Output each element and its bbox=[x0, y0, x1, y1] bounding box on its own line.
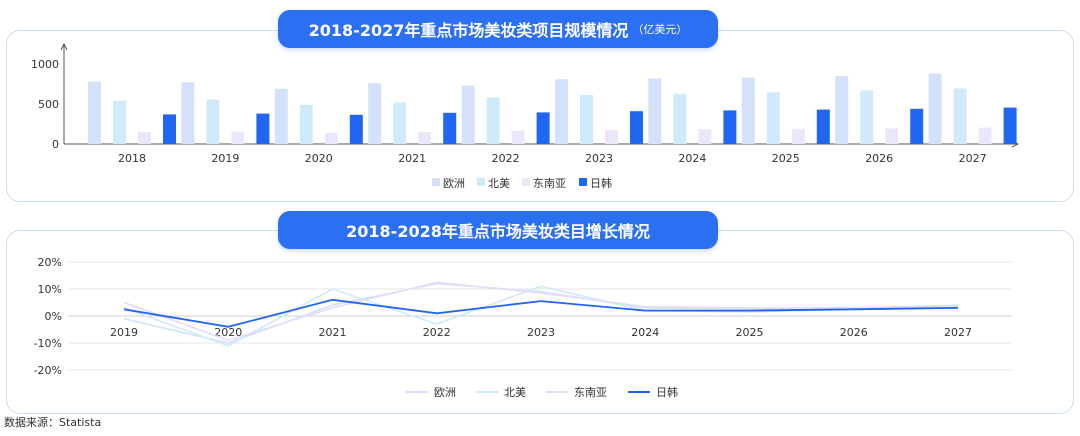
x-tick-label: 2018 bbox=[118, 152, 146, 165]
line-chart-title-banner: 2018-2028年重点市场美妆类目增长情况 bbox=[278, 211, 718, 249]
x-tick-label: 2022 bbox=[492, 152, 520, 165]
line-chart-title: 2018-2028年重点市场美妆类目增长情况 bbox=[346, 222, 650, 241]
legend-swatch-北美 bbox=[477, 178, 485, 186]
bar-日韩-2021 bbox=[443, 112, 457, 144]
x-tick-label: 2027 bbox=[959, 152, 987, 165]
bar-欧洲-2022 bbox=[461, 85, 475, 144]
bar-chart-title-banner: 2018-2027年重点市场美妆类项目规模情况 （亿美元） bbox=[278, 10, 718, 48]
bar-东南亚-2022 bbox=[511, 130, 525, 144]
x-tick-label: 2019 bbox=[110, 326, 138, 339]
bar-东南亚-2021 bbox=[418, 132, 432, 144]
bar-欧洲-2024 bbox=[648, 78, 662, 144]
legend-label-欧洲: 欧洲 bbox=[443, 177, 465, 190]
bar-北美-2019 bbox=[206, 99, 220, 144]
bar-欧洲-2018 bbox=[88, 81, 101, 144]
y-tick-label: 0% bbox=[45, 310, 62, 323]
bar-欧洲-2020 bbox=[274, 88, 288, 144]
bar-欧洲-2026 bbox=[835, 76, 849, 144]
x-tick-label: 2026 bbox=[840, 326, 868, 339]
x-tick-label: 2022 bbox=[423, 326, 451, 339]
legend-swatch-东南亚 bbox=[522, 178, 530, 186]
x-tick-label: 2024 bbox=[631, 326, 659, 339]
x-tick-label: 2026 bbox=[865, 152, 893, 165]
bar-北美-2021 bbox=[393, 102, 407, 144]
bar-日韩-2023 bbox=[630, 111, 643, 144]
bar-欧洲-2019 bbox=[181, 82, 195, 144]
bar-北美-2023 bbox=[580, 94, 593, 144]
x-tick-label: 2021 bbox=[398, 152, 426, 165]
bar-chart-unit: （亿美元） bbox=[632, 23, 688, 36]
x-tick-label: 2024 bbox=[678, 152, 706, 165]
y-tick-label: -20% bbox=[34, 364, 62, 377]
legend-label-东南亚: 东南亚 bbox=[574, 386, 607, 399]
bar-日韩-2027 bbox=[1003, 107, 1017, 144]
bar-北美-2025 bbox=[766, 92, 780, 144]
line-chart-panel bbox=[6, 230, 1074, 414]
bar-东南亚-2024 bbox=[698, 129, 712, 144]
x-tick-label: 2025 bbox=[736, 326, 764, 339]
line-chart: 20% 10% 0% -10% -20% 2019 2020 2021 2022 2023 2024… bbox=[34, 256, 1012, 399]
legend-label-东南亚: 东南亚 bbox=[533, 177, 566, 190]
line-东南亚 bbox=[123, 281, 959, 342]
bar-欧洲-2023 bbox=[555, 79, 568, 144]
x-tick-label: 2027 bbox=[944, 326, 972, 339]
y-tick-label: 500 bbox=[38, 98, 59, 111]
y-tick-label: 10% bbox=[38, 283, 62, 296]
x-tick-label: 2020 bbox=[305, 152, 333, 165]
legend-label-日韩: 日韩 bbox=[590, 176, 612, 190]
legend-label-欧洲: 欧洲 bbox=[434, 386, 456, 399]
legend-swatch-欧洲 bbox=[432, 178, 440, 186]
legend-label-北美: 北美 bbox=[488, 177, 510, 190]
y-axis-arrow bbox=[60, 42, 68, 51]
bar-北美-2018 bbox=[113, 100, 126, 144]
bar-东南亚-2020 bbox=[324, 132, 338, 144]
bar-日韩-2024 bbox=[723, 110, 737, 144]
y-tick-label: 1000 bbox=[31, 58, 59, 71]
x-tick-label: 2023 bbox=[527, 326, 555, 339]
bar-日韩-2020 bbox=[349, 114, 363, 144]
bar-东南亚-2027 bbox=[978, 127, 992, 144]
bar-日韩-2026 bbox=[910, 108, 924, 144]
legend-label-日韩: 日韩 bbox=[656, 385, 678, 399]
bar-日韩-2019 bbox=[256, 113, 270, 144]
bar-日韩-2018 bbox=[163, 114, 176, 144]
y-tick-label: 20% bbox=[38, 256, 62, 269]
bar-北美-2026 bbox=[860, 90, 874, 144]
x-tick-label: 2023 bbox=[585, 152, 613, 165]
bar-日韩-2025 bbox=[816, 109, 830, 144]
bar-东南亚-2023 bbox=[605, 130, 618, 144]
bar-东南亚-2025 bbox=[791, 128, 805, 144]
bar-欧洲-2025 bbox=[741, 77, 755, 144]
bar-chart-title: 2018-2027年重点市场美妆类项目规模情况 bbox=[308, 21, 629, 40]
bar-东南亚-2026 bbox=[885, 128, 899, 144]
x-tick-label: 2025 bbox=[772, 152, 800, 165]
bar-chart: 0 500 1000 2018 2019 2020 2021 2022 2023 2024 2025… bbox=[31, 42, 1020, 190]
y-tick-label: 0 bbox=[52, 138, 59, 151]
x-tick-label: 2020 bbox=[214, 326, 242, 339]
bar-欧洲-2027 bbox=[928, 73, 942, 144]
data-source: 数据来源：Statista bbox=[4, 416, 102, 429]
legend-swatch-日韩 bbox=[579, 178, 587, 186]
bar-日韩-2022 bbox=[536, 112, 550, 144]
y-tick-label: -10% bbox=[34, 337, 62, 350]
x-tick-label: 2021 bbox=[319, 326, 347, 339]
bar-北美-2027 bbox=[953, 88, 967, 144]
legend-label-北美: 北美 bbox=[504, 386, 526, 399]
bar-东南亚-2018 bbox=[138, 132, 151, 144]
bar-东南亚-2019 bbox=[231, 131, 245, 144]
bar-欧洲-2021 bbox=[368, 83, 382, 144]
line-日韩 bbox=[123, 298, 959, 328]
bar-北美-2022 bbox=[486, 97, 500, 144]
x-tick-label: 2019 bbox=[211, 152, 239, 165]
bar-北美-2024 bbox=[673, 93, 687, 144]
bar-北美-2020 bbox=[299, 104, 313, 144]
